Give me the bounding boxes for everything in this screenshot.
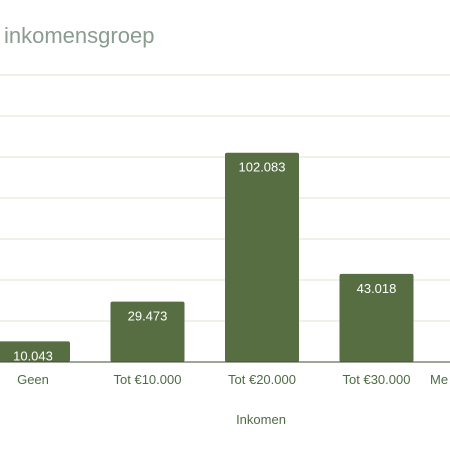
data-label: 29.473 <box>128 309 168 324</box>
x-tick-labels: Geen Tot €10.000 Tot €20.000 Tot €30.000 Me <box>17 372 448 387</box>
data-labels: 10.043 29.473 102.083 43.018 <box>13 160 396 364</box>
chart-title: inkomensgroep <box>4 23 155 48</box>
bar[interactable] <box>339 273 414 362</box>
bar[interactable] <box>225 152 299 362</box>
bar[interactable] <box>110 301 185 362</box>
data-label: 10.043 <box>13 348 53 363</box>
bars <box>0 152 414 362</box>
x-tick-label: Tot €30.000 <box>343 372 411 387</box>
data-label: 102.083 <box>239 160 286 175</box>
x-tick-label: Tot €10.000 <box>114 372 182 387</box>
x-tick-label: Tot €20.000 <box>228 372 296 387</box>
x-axis-title: Inkomen <box>236 412 286 427</box>
x-tick-label: Geen <box>17 372 49 387</box>
data-label: 43.018 <box>357 281 397 296</box>
bar[interactable] <box>0 341 70 362</box>
x-tick-label: Me <box>430 372 448 387</box>
